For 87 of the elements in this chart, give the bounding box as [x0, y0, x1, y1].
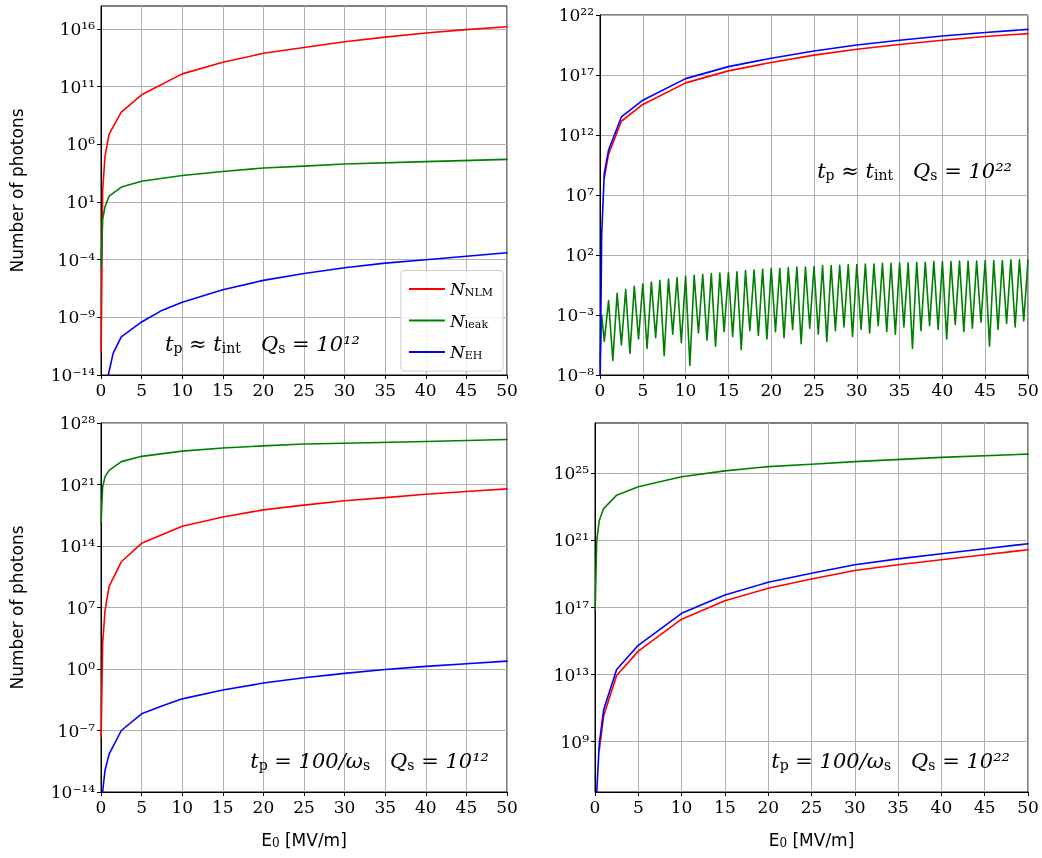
x-tick-label: 25	[800, 796, 823, 817]
y-tick-label: 10²¹	[59, 474, 95, 495]
x-tick-label: 35	[374, 379, 397, 400]
line-series	[100, 158, 508, 268]
line-series	[107, 251, 508, 376]
x-tick-label: 5	[136, 379, 148, 400]
x-tick-label: 0	[594, 379, 606, 400]
x-tick-label: 40	[414, 796, 437, 817]
x-tick-label: 15	[714, 796, 736, 817]
y-tick-label: 10²¹	[553, 530, 589, 551]
y-tick-label: 10¹⁷	[553, 597, 590, 618]
line-series	[599, 258, 1029, 367]
line-series	[100, 438, 508, 523]
y-tick-label: 10¹⁶	[59, 19, 96, 40]
x-tick-label: 35	[374, 796, 397, 817]
x-tick-label: 5	[637, 379, 649, 400]
text: tp = 100/ωs Qs = 10²²	[771, 748, 1011, 773]
x-tick-label: 5	[136, 796, 148, 817]
x-tick-label: 30	[843, 796, 866, 817]
x-tick-label: 35	[887, 796, 909, 817]
y-tick-label: 10²	[565, 245, 594, 265]
y-tick-label: 10⁷	[66, 597, 96, 618]
y-tick-label: 10⁻⁷	[57, 720, 96, 741]
x-tick-label: 35	[888, 379, 911, 400]
legend-label: NNLM	[448, 279, 494, 299]
x-tick-label: 20	[252, 796, 275, 817]
y-tick-label: 10⁻⁴	[57, 249, 96, 270]
x-tick-label: 10	[171, 796, 194, 817]
x-tick-label: 25	[293, 379, 315, 400]
x-tick-label: 50	[1017, 379, 1039, 400]
x-tick-label: 25	[293, 796, 315, 817]
y-tick-label: 10⁻⁹	[57, 307, 96, 328]
text: tp ≈ tint Qs = 10²²	[817, 158, 1013, 183]
x-tick-label: 10	[674, 379, 697, 400]
y-tick-label: 10⁶	[66, 134, 96, 155]
y-tick-label: 10²²	[558, 5, 594, 25]
y-tick-label: 10¹⁴	[59, 536, 96, 556]
x-tick-label: 30	[333, 796, 356, 817]
line-series	[594, 453, 1029, 611]
y-tick-label: 10⁷	[565, 185, 595, 205]
x-tick-label: 45	[974, 379, 997, 400]
x-tick-label: 15	[211, 379, 234, 400]
x-tick-label: 10	[171, 379, 194, 400]
y-tick-label: 10⁻⁸	[556, 365, 595, 385]
x-tick-label: 0	[95, 379, 107, 400]
x-tick-label: 0	[95, 796, 107, 817]
x-tick-label: 20	[757, 796, 780, 817]
x-tick-label: 15	[211, 796, 234, 817]
x-tick-label: 15	[717, 379, 740, 400]
y-tick-label: 10⁻¹⁴	[50, 365, 96, 385]
legend-label: NEH	[448, 342, 483, 362]
x-tick-label: 50	[1017, 796, 1039, 817]
text: tp = 100/ωs Qs = 10¹²	[250, 748, 490, 773]
x-tick-label: 45	[455, 379, 478, 400]
text: tp ≈ tint Qs = 10¹²	[165, 331, 360, 356]
x-tick-label: 30	[845, 379, 868, 400]
y-tick-label: 10⁰	[66, 659, 96, 679]
x-tick-label: 50	[496, 379, 518, 400]
x-tick-label: 20	[252, 379, 275, 400]
y-axis-title: Number of photons	[6, 108, 27, 273]
y-tick-label: 10⁻¹⁴	[50, 782, 96, 802]
y-axis-title: Number of photons	[6, 525, 27, 690]
legend-label: Nleak	[448, 310, 489, 331]
x-tick-label: 10	[670, 796, 693, 817]
x-axis-title: E0 [MV/m]	[768, 829, 855, 850]
line-series	[100, 488, 508, 738]
y-tick-label: 10¹²	[558, 125, 594, 145]
x-tick-label: 25	[803, 379, 825, 400]
x-tick-label: 45	[455, 796, 478, 817]
x-tick-label: 50	[496, 796, 518, 817]
x-tick-label: 40	[931, 379, 954, 400]
x-tick-label: 40	[414, 379, 437, 400]
y-tick-label: 10²⁸	[59, 413, 96, 433]
y-tick-label: 10²⁵	[553, 463, 590, 484]
x-axis-title: E0 [MV/m]	[261, 829, 347, 850]
x-tick-label: 20	[760, 379, 783, 400]
x-tick-label: 30	[333, 379, 356, 400]
x-tick-label: 45	[973, 796, 996, 817]
x-tick-label: 0	[589, 796, 601, 817]
y-tick-label: 10¹⁷	[558, 65, 595, 85]
x-tick-label: 40	[930, 796, 953, 817]
y-tick-label: 10¹³	[553, 664, 589, 685]
y-tick-label: 10⁻³	[556, 305, 594, 325]
y-tick-label: 10¹	[66, 192, 95, 213]
x-tick-label: 5	[632, 796, 644, 817]
y-tick-label: 10⁹	[560, 731, 590, 752]
y-tick-label: 10¹¹	[59, 76, 95, 97]
